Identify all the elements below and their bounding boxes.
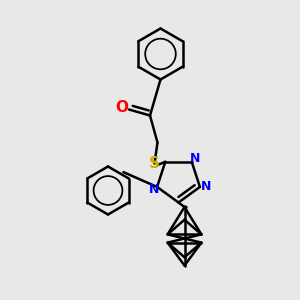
Text: S: S xyxy=(149,156,160,171)
Text: N: N xyxy=(149,184,159,196)
Text: O: O xyxy=(115,100,128,116)
Text: N: N xyxy=(190,152,200,165)
Text: N: N xyxy=(201,181,211,194)
